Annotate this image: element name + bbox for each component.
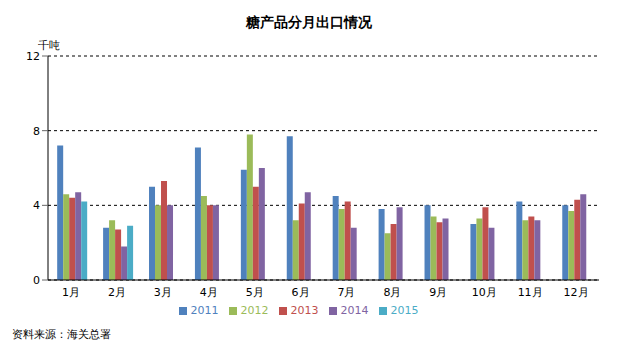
svg-text:6月: 6月 [292, 286, 310, 299]
svg-text:8: 8 [33, 125, 40, 138]
html-text:2012: 2012 [240, 304, 269, 317]
svg-text:4: 4 [33, 199, 40, 212]
svg-text:7月: 7月 [337, 286, 355, 299]
svg-text:2月: 2月 [108, 286, 126, 299]
svg-text:8月: 8月 [383, 286, 401, 299]
html-text:2015: 2015 [390, 304, 419, 317]
html-text:2011: 2011 [190, 304, 219, 317]
html-text:资料来源：海关总署: 资料来源：海关总署 [12, 328, 111, 341]
svg-text:12: 12 [26, 50, 40, 63]
svg-text:4月: 4月 [200, 286, 218, 299]
svg-text:9月: 9月 [429, 286, 447, 299]
svg-text:12月: 12月 [564, 286, 589, 299]
html-text:糖产品分月出口情况: 糖产品分月出口情况 [245, 14, 372, 30]
svg-text:0: 0 [33, 274, 40, 287]
svg-text:11月: 11月 [518, 286, 543, 299]
svg-text:5月: 5月 [246, 286, 264, 299]
html-text:2014: 2014 [340, 304, 369, 317]
html-text:2013: 2013 [290, 304, 319, 317]
svg-text:3月: 3月 [154, 286, 172, 299]
svg-text:1月: 1月 [62, 286, 80, 299]
svg-text:10月: 10月 [472, 286, 497, 299]
html-text:千吨: 千吨 [38, 39, 60, 52]
